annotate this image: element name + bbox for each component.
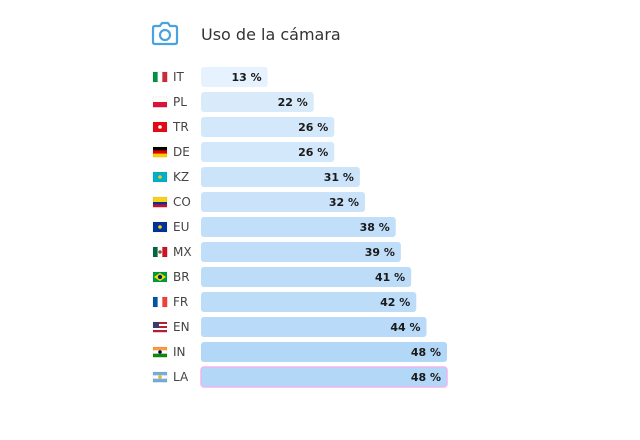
bar-value-label: 38 % — [360, 221, 390, 234]
bar[interactable] — [201, 267, 412, 287]
bar[interactable] — [201, 92, 314, 112]
category-label: BR — [173, 270, 190, 284]
bar-row-mx: MX 39 % — [152, 242, 401, 262]
it-flag-icon — [152, 71, 168, 83]
bar-value-label: 32 % — [329, 196, 359, 209]
bar-value-label: 39 % — [365, 246, 395, 259]
bar-value-label: 31 % — [324, 171, 354, 184]
bar[interactable] — [201, 192, 365, 212]
bar-row-en: EN 44 % — [152, 317, 427, 337]
bar[interactable] — [200, 366, 448, 388]
category-label: IN — [173, 345, 186, 359]
bar[interactable] — [201, 317, 427, 337]
bar-value-label: 48 % — [411, 346, 441, 359]
bar[interactable] — [201, 167, 360, 187]
chart-header: Uso de la cámara — [151, 20, 341, 48]
chart-title: Uso de la cámara — [201, 24, 341, 44]
bar-value-label: 44 % — [390, 321, 420, 334]
category-label: EN — [173, 320, 190, 334]
eu-flag-icon — [152, 221, 168, 233]
bar-row-in: IN 48 % — [152, 342, 447, 362]
co-flag-icon — [152, 196, 168, 208]
tr-flag-icon — [152, 121, 168, 133]
category-label: FR — [173, 295, 188, 309]
mx-flag-icon — [152, 246, 168, 258]
bar-value-label: 42 % — [380, 296, 410, 309]
category-label: EU — [173, 220, 189, 234]
bar-row-kz: KZ 31 % — [152, 167, 360, 187]
br-flag-icon — [152, 271, 168, 283]
bar[interactable] — [201, 292, 417, 312]
bar-value-label: 13 % — [231, 71, 261, 84]
bar-value-label: 41 % — [375, 271, 405, 284]
bar[interactable] — [201, 242, 401, 262]
bar-row-co: CO 32 % — [152, 192, 365, 212]
category-label: CO — [173, 195, 191, 209]
us-flag-icon — [152, 321, 168, 333]
kz-flag-icon — [152, 171, 168, 183]
bar[interactable] — [201, 117, 335, 137]
bar-value-label: 22 % — [278, 96, 308, 109]
category-label: DE — [173, 145, 190, 159]
bar-row-la: LA 48 % — [152, 366, 448, 388]
category-label: LA — [173, 370, 189, 384]
bar[interactable] — [201, 142, 335, 162]
bar-row-fr: FR 42 % — [152, 292, 417, 312]
category-label: IT — [173, 70, 185, 84]
bar-value-label: 48 % — [411, 371, 441, 384]
bar-value-label: 26 % — [298, 121, 328, 134]
fr-flag-icon — [152, 296, 168, 308]
category-label: PL — [173, 95, 187, 109]
category-label: TR — [172, 120, 189, 134]
in-flag-icon — [152, 346, 168, 358]
bar-row-tr: TR 26 % — [152, 117, 335, 137]
pl-flag-icon — [152, 96, 168, 108]
category-label: MX — [173, 245, 192, 259]
category-label: KZ — [173, 170, 189, 184]
bar[interactable] — [201, 342, 447, 362]
bar-row-pl: PL 22 % — [152, 92, 314, 112]
bar-value-label: 26 % — [298, 146, 328, 159]
bar[interactable] — [201, 217, 396, 237]
bar-row-eu: EU 38 % — [152, 217, 396, 237]
bar-row-br: BR 41 % — [152, 267, 412, 287]
ar-flag-icon — [152, 371, 168, 383]
bar-row-de: DE 26 % — [152, 142, 335, 162]
bar[interactable] — [201, 67, 268, 87]
bar-row-it: IT 13 % — [152, 67, 268, 87]
de-flag-icon — [152, 146, 168, 158]
camera-icon — [151, 21, 179, 47]
